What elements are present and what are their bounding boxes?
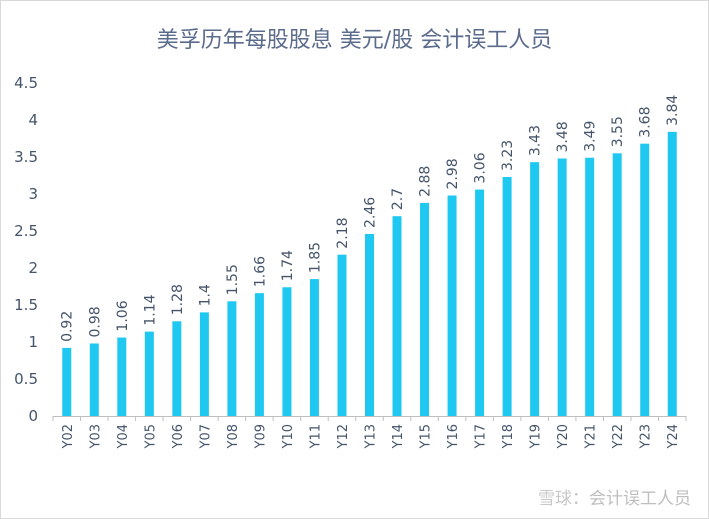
bar-Y12	[337, 254, 347, 416]
bar-Y03	[89, 343, 99, 416]
bar-Y14	[392, 216, 402, 416]
x-axis: Y02 Y03 Y04 Y05 Y06 Y07 Y08 Y09 Y10 Y11 Y12 Y13 Y14 Y…	[52, 416, 687, 449]
bar-Y10	[282, 287, 292, 416]
x-category-label: Y22	[611, 424, 626, 449]
bar-value-label: 2.88	[418, 166, 434, 197]
y-tick-label: 1.5	[14, 296, 38, 314]
bar-Y07	[199, 312, 209, 416]
bar-Y22	[612, 153, 622, 417]
bar-value-label: 1.55	[225, 264, 241, 295]
x-category-label: Y09	[253, 424, 268, 449]
chart-title: 美孚历年每股股息 美元/股 会计误工人员	[156, 28, 553, 53]
y-tick-label: 4.5	[14, 74, 38, 92]
bar-Y04	[117, 337, 127, 416]
bar-Y18	[502, 176, 512, 416]
bar-value-label: 2.98	[445, 158, 461, 189]
x-category-label: Y07	[198, 424, 213, 449]
y-axis: 0 0.5 1 1.5 2 2.5 3 3.5 4 4.5	[14, 74, 38, 425]
bar-Y16	[447, 195, 457, 416]
bar-value-label: 0.98	[87, 306, 103, 337]
bar-Y24	[667, 131, 677, 416]
bar-value-label: 1.66	[252, 256, 268, 287]
x-category-label: Y02	[61, 424, 76, 449]
bar-Y19	[530, 162, 540, 416]
x-category-label: Y21	[584, 424, 599, 449]
y-tick-label: 2.5	[14, 222, 38, 240]
x-category-label: Y13	[364, 424, 379, 449]
y-tick-label: 2	[28, 259, 38, 277]
x-category-label: Y08	[226, 424, 241, 449]
bar-Y13	[365, 233, 374, 416]
bar-value-label: 2.7	[390, 188, 406, 210]
bar-value-label: 0.92	[60, 311, 76, 342]
y-tick-label: 4	[28, 111, 38, 129]
bar-value-label: 1.28	[170, 284, 186, 315]
bar-value-label: 1.4	[197, 284, 213, 306]
bar-Y08	[227, 301, 237, 416]
x-category-label: Y12	[336, 424, 351, 449]
bar-Y15	[420, 202, 430, 416]
bar-value-label: 3.23	[500, 140, 516, 171]
bar-value-label: 3.49	[583, 121, 599, 152]
x-category-label: Y04	[116, 424, 131, 449]
bar-value-label: 3.84	[665, 95, 681, 126]
bar-Y06	[172, 321, 182, 416]
bars	[62, 131, 677, 417]
y-tick-label: 0	[28, 407, 38, 425]
bar-Y23	[640, 143, 650, 416]
bar-value-label: 1.85	[307, 242, 323, 273]
bar-value-label: 3.55	[610, 116, 626, 147]
bar-value-label: 3.48	[555, 121, 571, 152]
x-category-label: Y16	[446, 424, 461, 449]
x-category-label: Y05	[143, 424, 158, 449]
bar-Y02	[62, 347, 72, 416]
x-category-label: Y23	[639, 424, 654, 449]
x-category-label: Y14	[391, 424, 406, 449]
x-category-label: Y20	[556, 424, 571, 449]
bar-Y09	[254, 293, 264, 416]
bar-Y11	[309, 279, 319, 416]
y-tick-label: 3.5	[14, 148, 38, 166]
bar-value-label: 2.18	[335, 218, 351, 249]
bar-Y05	[144, 331, 154, 416]
x-category-label: Y24	[666, 424, 681, 449]
bar-value-label: 3.68	[638, 107, 654, 138]
bar-value-label: 1.14	[142, 294, 158, 325]
x-category-label: Y03	[88, 424, 103, 449]
bar-value-label: 3.06	[473, 152, 489, 183]
bar-Y20	[557, 158, 567, 417]
watermark-text: ：会计误工人员	[572, 489, 691, 509]
bar-value-label: 3.43	[528, 125, 544, 156]
x-category-label: Y11	[308, 424, 323, 449]
watermark-brand: 雪球	[538, 489, 572, 509]
y-tick-label: 3	[28, 185, 38, 203]
x-category-label: Y10	[281, 424, 296, 449]
x-category-label: Y18	[501, 424, 516, 449]
y-tick-label: 1	[28, 333, 38, 351]
x-category-label: Y15	[419, 424, 434, 449]
x-category-label: Y19	[529, 424, 544, 449]
bar-Y17	[475, 189, 485, 416]
bar-value-labels: 0.92 0.98 1.06 1.14 1.28 1.4 1.55 1.66 1.74 1.85 2…	[60, 95, 681, 342]
x-category-label: Y06	[171, 424, 186, 449]
x-category-label: Y17	[474, 424, 489, 449]
bar-value-label: 1.06	[115, 300, 131, 331]
bar-Y21	[585, 157, 595, 417]
bar-value-label: 1.74	[280, 250, 296, 281]
bar-value-label: 2.46	[363, 197, 379, 228]
watermark: 雪球：会计误工人员	[538, 484, 691, 509]
y-tick-label: 0.5	[14, 370, 38, 388]
